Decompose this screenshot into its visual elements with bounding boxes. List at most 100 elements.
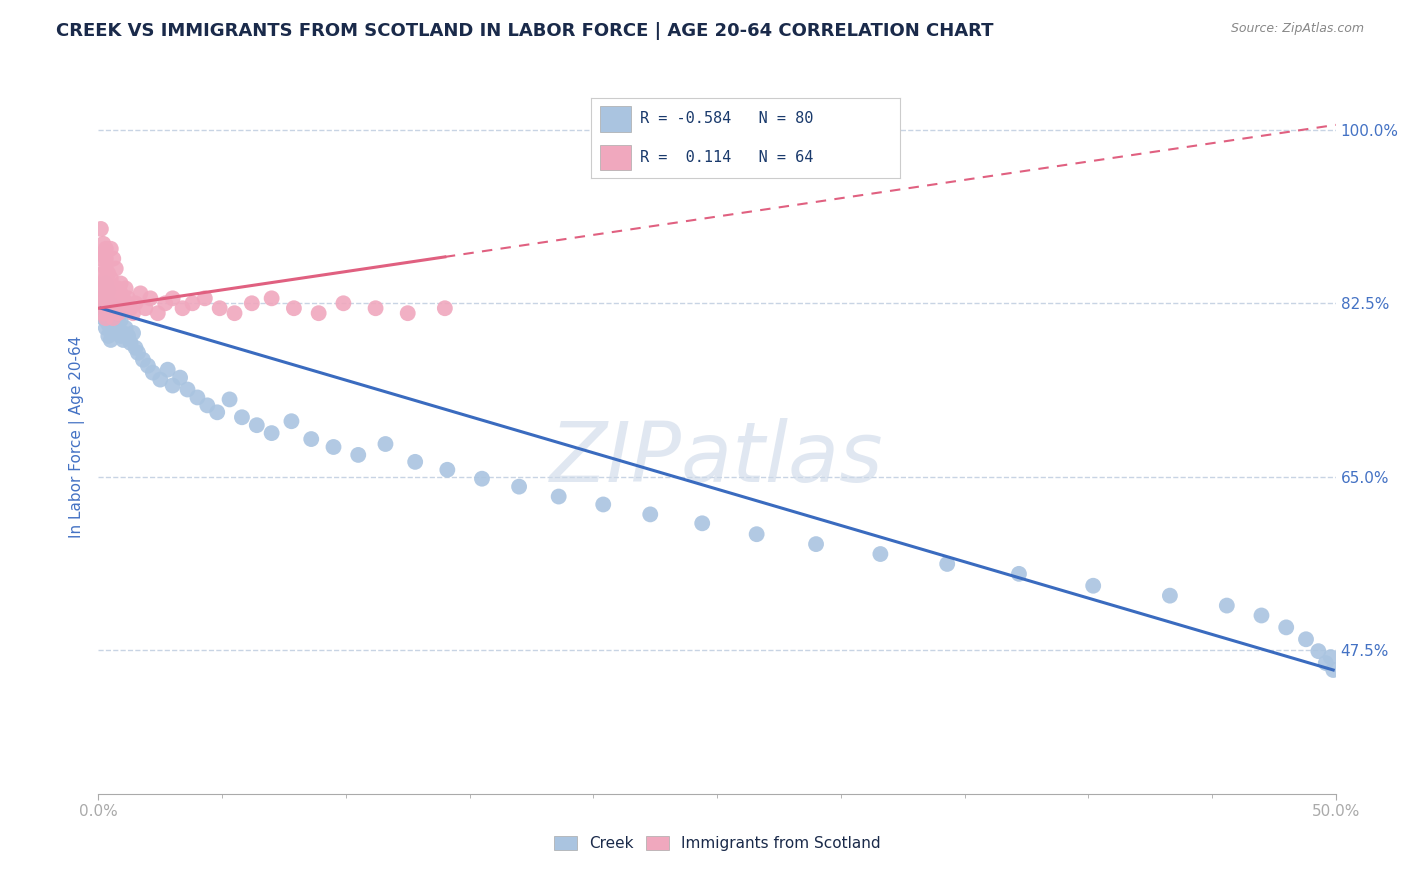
Point [93,277,115,291]
Point [134,301,156,316]
Point [1083,579,1105,593]
Point [1322,663,1344,677]
Point [404,455,426,469]
Point [94,242,117,256]
Point [97,329,120,343]
Point [146,306,169,320]
Point [100,323,122,337]
Point [103,311,125,326]
Point [94,291,117,305]
Point [104,261,127,276]
Point [1319,650,1341,665]
Point [308,306,330,320]
Point [94,303,117,318]
Point [100,242,122,256]
Point [195,398,218,412]
Point [205,405,228,419]
Point [132,352,155,367]
Point [107,311,129,326]
Point [364,301,387,316]
Point [240,296,263,310]
Point [120,301,142,316]
Point [107,281,129,295]
Point [114,321,136,335]
Point [592,498,614,512]
Point [1008,566,1031,581]
Point [93,296,115,310]
Point [690,516,713,531]
Point [110,286,132,301]
Text: R =  0.114   N = 64: R = 0.114 N = 64 [640,150,814,165]
Point [110,313,132,327]
Point [90,222,112,236]
Point [112,333,135,347]
Point [93,306,115,320]
Point [100,333,122,347]
Point [149,373,172,387]
Point [104,316,127,330]
Point [122,326,145,340]
Point [547,490,569,504]
Point [936,557,959,571]
Point [436,463,458,477]
Point [93,291,115,305]
Point [1308,644,1330,658]
Point [104,291,127,305]
Point [94,306,117,320]
Text: R = -0.584   N = 80: R = -0.584 N = 80 [640,112,814,127]
Point [94,277,117,291]
Point [100,291,122,305]
Point [129,286,152,301]
Point [93,311,115,326]
Text: ZIPatlas: ZIPatlas [550,418,884,499]
Point [100,305,122,319]
FancyBboxPatch shape [600,106,631,132]
Point [120,335,142,350]
Point [117,291,139,305]
Point [97,277,120,291]
Point [1315,656,1337,670]
Point [94,301,117,316]
Point [107,306,129,320]
Point [181,296,204,310]
Point [374,437,396,451]
Point [122,306,145,320]
Point [94,252,117,266]
Point [93,301,115,316]
Point [97,284,120,298]
Text: CREEK VS IMMIGRANTS FROM SCOTLAND IN LABOR FORCE | AGE 20-64 CORRELATION CHART: CREEK VS IMMIGRANTS FROM SCOTLAND IN LAB… [56,22,994,40]
Point [869,547,891,561]
Point [231,410,253,425]
Point [186,391,208,405]
Point [804,537,827,551]
Point [117,329,139,343]
Point [194,291,217,305]
Point [1216,599,1239,613]
Point [104,301,127,316]
Point [347,448,370,462]
Point [433,301,456,316]
Point [93,236,115,251]
Text: Source: ZipAtlas.com: Source: ZipAtlas.com [1230,22,1364,36]
Point [94,311,117,326]
Point [124,296,146,310]
Point [155,296,177,310]
Point [745,527,768,541]
Point [110,277,132,291]
Point [471,472,494,486]
Point [103,321,125,335]
Point [103,326,125,340]
Point [508,480,530,494]
Point [93,246,115,260]
Point [208,301,231,316]
Point [97,267,120,281]
Point [94,321,117,335]
Legend: Creek, Immigrants from Scotland: Creek, Immigrants from Scotland [547,830,887,857]
Point [112,291,135,305]
Point [100,297,122,311]
Point [107,321,129,335]
Point [638,508,661,522]
Point [124,341,146,355]
Point [1159,589,1181,603]
Point [97,309,120,323]
